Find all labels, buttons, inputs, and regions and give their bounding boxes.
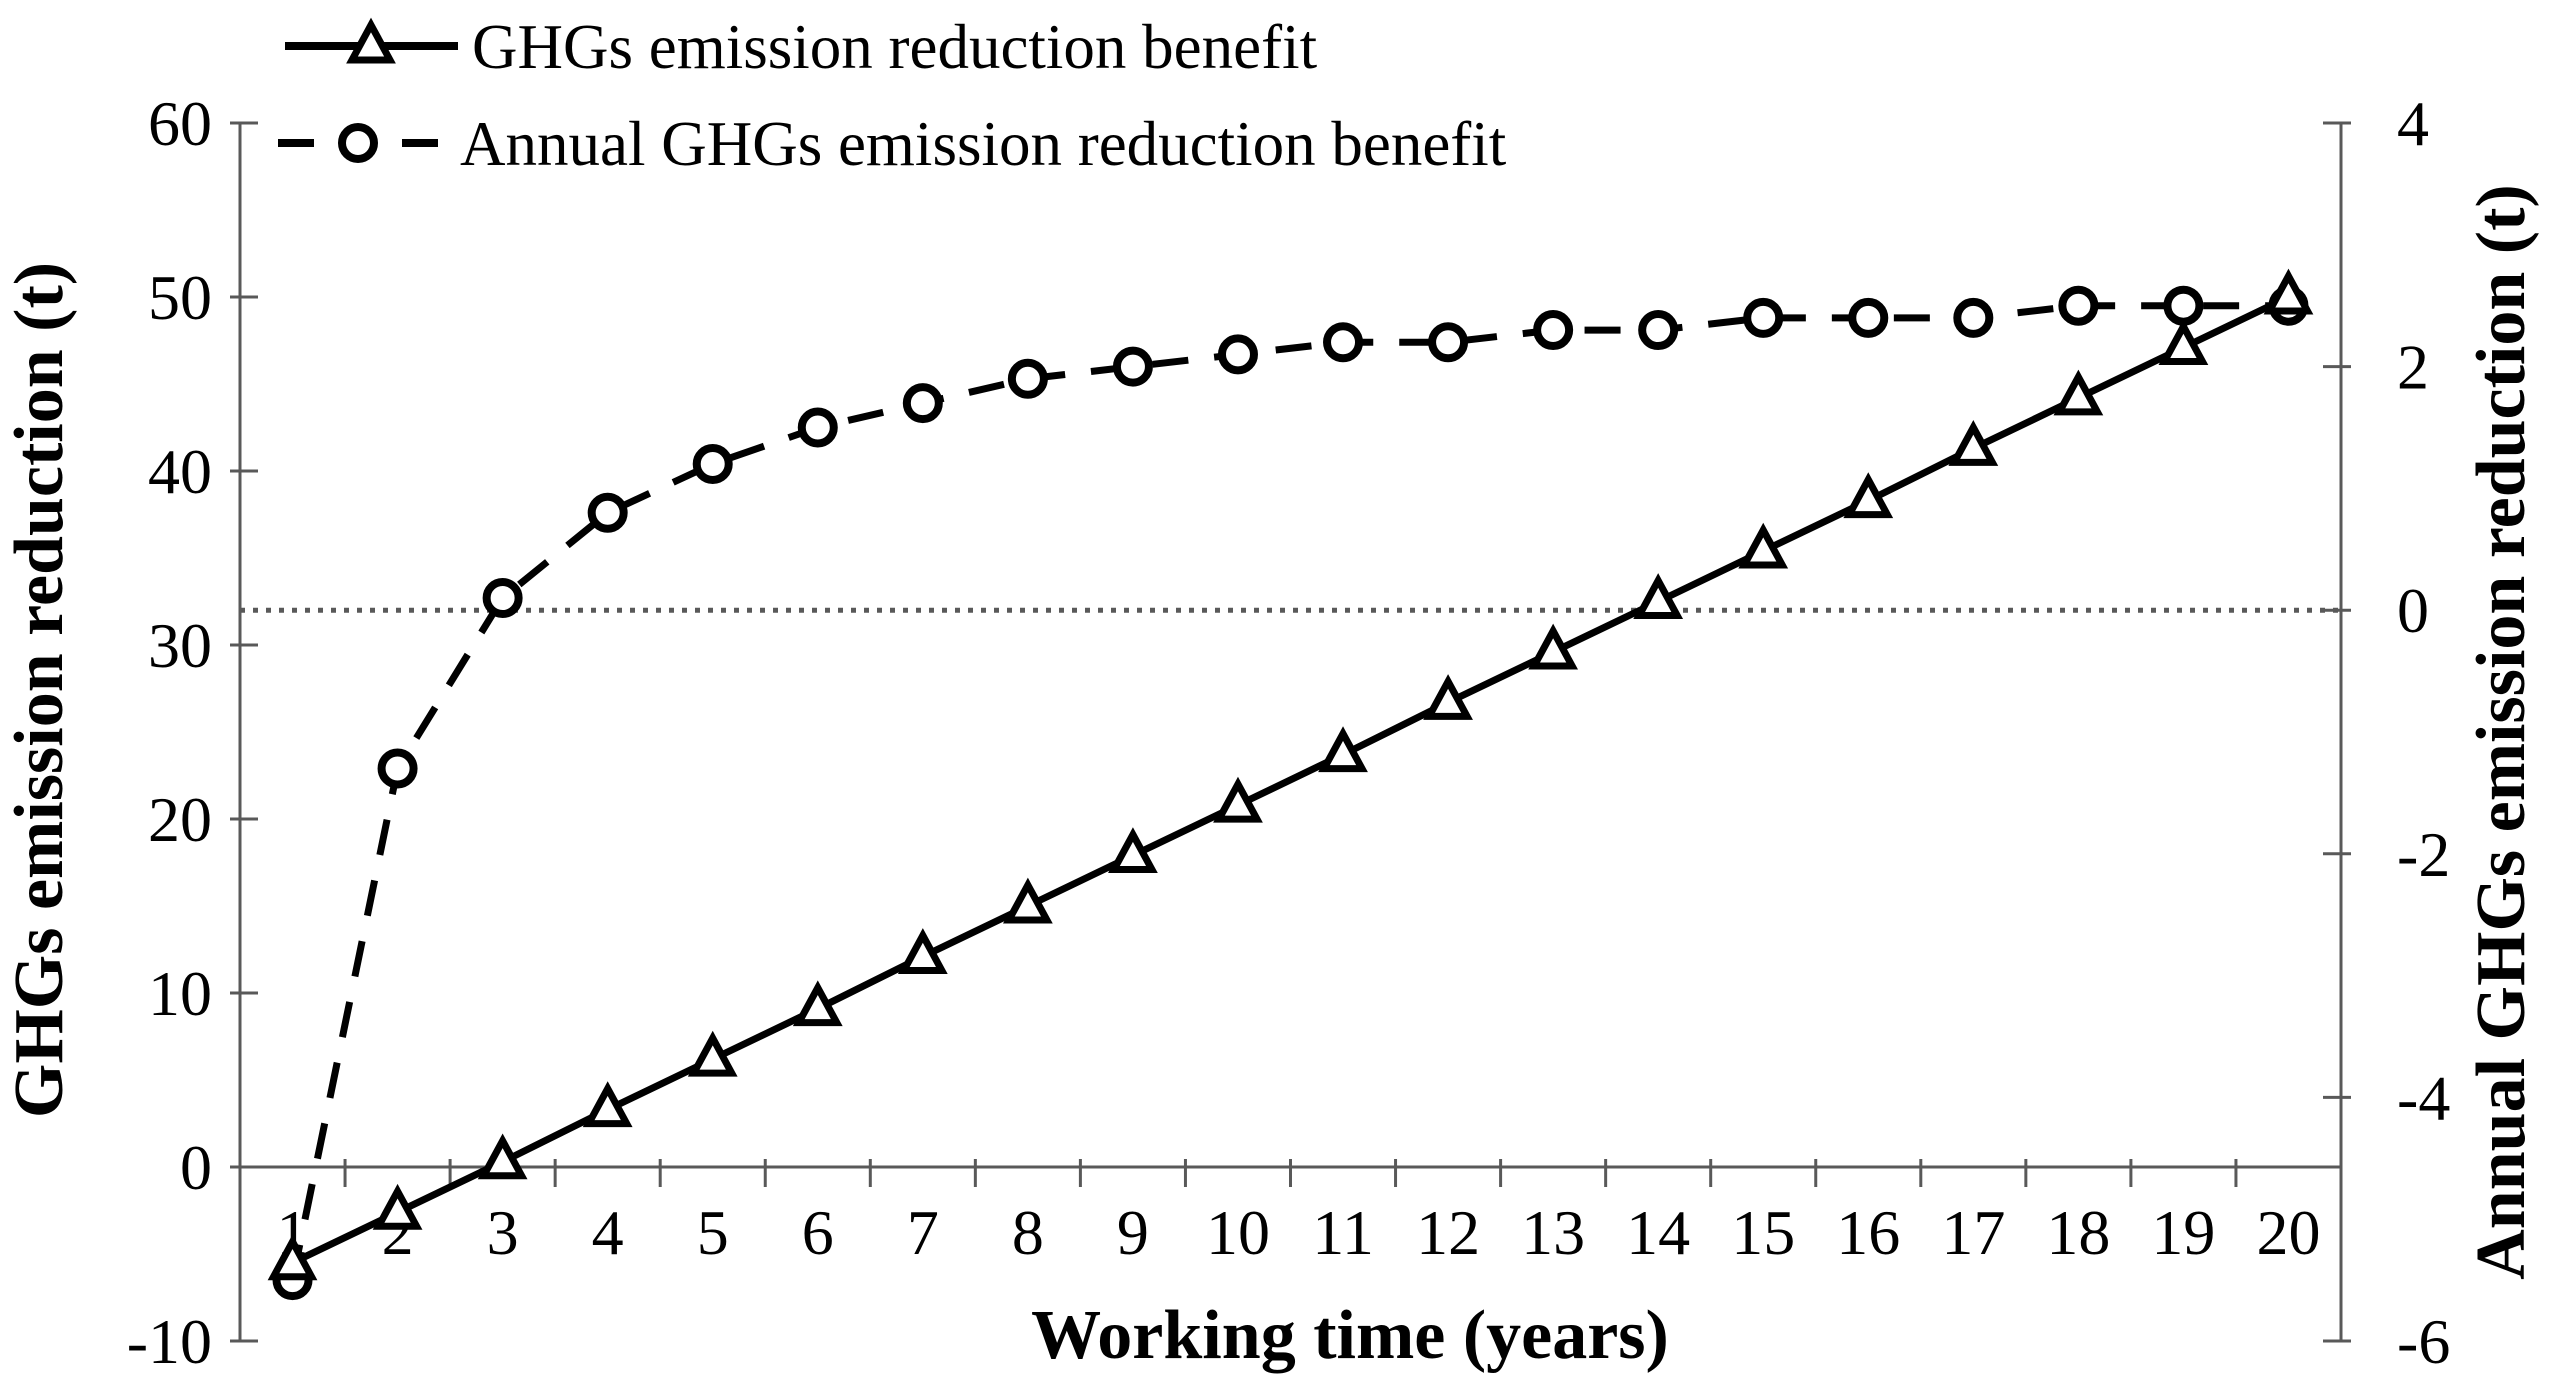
left-axis-tick-label: 30 [148, 610, 212, 681]
circle-marker-icon [1638, 310, 1679, 351]
circle-marker-icon [377, 748, 418, 789]
left-axis-tick-label: 10 [148, 958, 212, 1029]
left-axis-tick-label: 50 [148, 262, 212, 333]
triangle-marker-icon [582, 1081, 633, 1128]
triangle-marker-icon [1423, 674, 1473, 720]
triangle-marker-icon [2263, 268, 2314, 315]
x-axis-tick-label: 12 [1416, 1197, 1480, 1268]
right-axis-tick-label: -4 [2397, 1062, 2450, 1133]
circle-marker-icon [1428, 322, 1469, 363]
circle-marker-icon [692, 444, 733, 485]
x-axis-tick-label: 10 [1206, 1197, 1270, 1268]
left-axis-title: GHGs emission reduction (t) [1, 262, 78, 1118]
circle-marker-icon [1743, 297, 1784, 338]
x-axis-tick-label: 8 [1012, 1197, 1044, 1268]
triangle-marker-icon [897, 928, 948, 974]
triangle-marker-icon [477, 1133, 528, 1180]
left-axis-tick-label: 60 [148, 88, 212, 159]
triangle-marker-icon [1528, 623, 1579, 670]
legend-label-cumulative: GHGs emission reduction benefit [472, 12, 1318, 82]
x-axis-tick-label: 11 [1312, 1197, 1374, 1268]
triangle-marker-icon [2158, 319, 2209, 365]
circle-marker-icon [2058, 285, 2099, 326]
x-axis-tick-label: 19 [2151, 1197, 2215, 1268]
triangle-marker-icon [1738, 522, 1789, 569]
triangle-marker-icon [1633, 573, 1684, 619]
x-axis-tick-label: 6 [802, 1197, 834, 1268]
left-axis-tick-label: 40 [148, 436, 212, 507]
x-axis-tick-label: 15 [1731, 1197, 1795, 1268]
circle-marker-icon [482, 578, 523, 619]
x-axis-tick-label: 3 [487, 1197, 519, 1268]
triangle-marker-icon [2053, 369, 2104, 416]
right-axis-tick-label: 4 [2397, 88, 2429, 159]
x-axis-tick-label: 18 [2046, 1197, 2110, 1268]
triangle-marker-icon [1213, 776, 1263, 823]
triangle-marker-icon [1948, 420, 1999, 466]
x-axis-tick-label: 5 [697, 1197, 729, 1268]
circle-marker-icon [1112, 346, 1153, 387]
x-axis-tick-label: 14 [1626, 1197, 1690, 1268]
legend-label-annual: Annual GHGs emission reduction benefit [460, 109, 1507, 179]
left-axis-tick-label: 20 [148, 784, 212, 855]
left-axis-tick-label: 0 [180, 1132, 212, 1203]
triangle-marker-icon [267, 1234, 318, 1281]
circle-marker-icon [1217, 334, 1258, 375]
triangle-marker-icon [1843, 472, 1894, 519]
circle-marker-icon [587, 492, 628, 533]
triangle-marker-icon [687, 1030, 738, 1077]
x-axis-tick-label: 13 [1521, 1197, 1585, 1268]
triangle-marker-icon [792, 980, 843, 1027]
right-axis-title: Annual GHGs emission reduction (t) [2463, 184, 2540, 1280]
triangle-marker-icon [1002, 877, 1053, 924]
legend-item-annual: Annual GHGs emission reduction benefit [278, 109, 1507, 179]
circle-marker-icon [2163, 285, 2204, 326]
circle-marker-icon [1848, 297, 1889, 338]
circle-marker-icon [1533, 310, 1574, 351]
right-axis-tick-label: -2 [2397, 819, 2450, 890]
series-layer [267, 268, 2314, 1301]
triangle-marker-icon [372, 1183, 423, 1230]
right-axis-tick-label: 2 [2397, 332, 2429, 403]
left-axis-tick-label: -10 [127, 1306, 212, 1377]
circle-marker-icon [1007, 358, 1048, 399]
circle-marker-icon [1323, 322, 1364, 363]
circle-marker-icon [338, 123, 378, 163]
x-axis-tick-label: 20 [2256, 1197, 2320, 1268]
x-axis-tick-label: 4 [592, 1197, 624, 1268]
x-axis-title: Working time (years) [1031, 1297, 1669, 1374]
x-axis-tick-label: 16 [1836, 1197, 1900, 1268]
x-axis-tick-label: 9 [1117, 1197, 1149, 1268]
circle-marker-icon [797, 407, 838, 448]
x-axis-tick-label: 7 [907, 1197, 939, 1268]
triangle-marker-icon [346, 17, 396, 64]
circle-marker-icon [1953, 297, 1994, 338]
triangle-marker-icon [1108, 827, 1158, 874]
legend-item-cumulative: GHGs emission reduction benefit [285, 12, 1318, 82]
circle-marker-icon [902, 383, 943, 424]
right-axis-tick-label: 0 [2397, 575, 2429, 646]
legend: GHGs emission reduction benefit Annual G… [278, 12, 1507, 179]
x-axis-tick-label: 17 [1941, 1197, 2005, 1268]
right-axis-tick-label: -6 [2397, 1306, 2450, 1377]
triangle-marker-icon [1318, 726, 1368, 773]
